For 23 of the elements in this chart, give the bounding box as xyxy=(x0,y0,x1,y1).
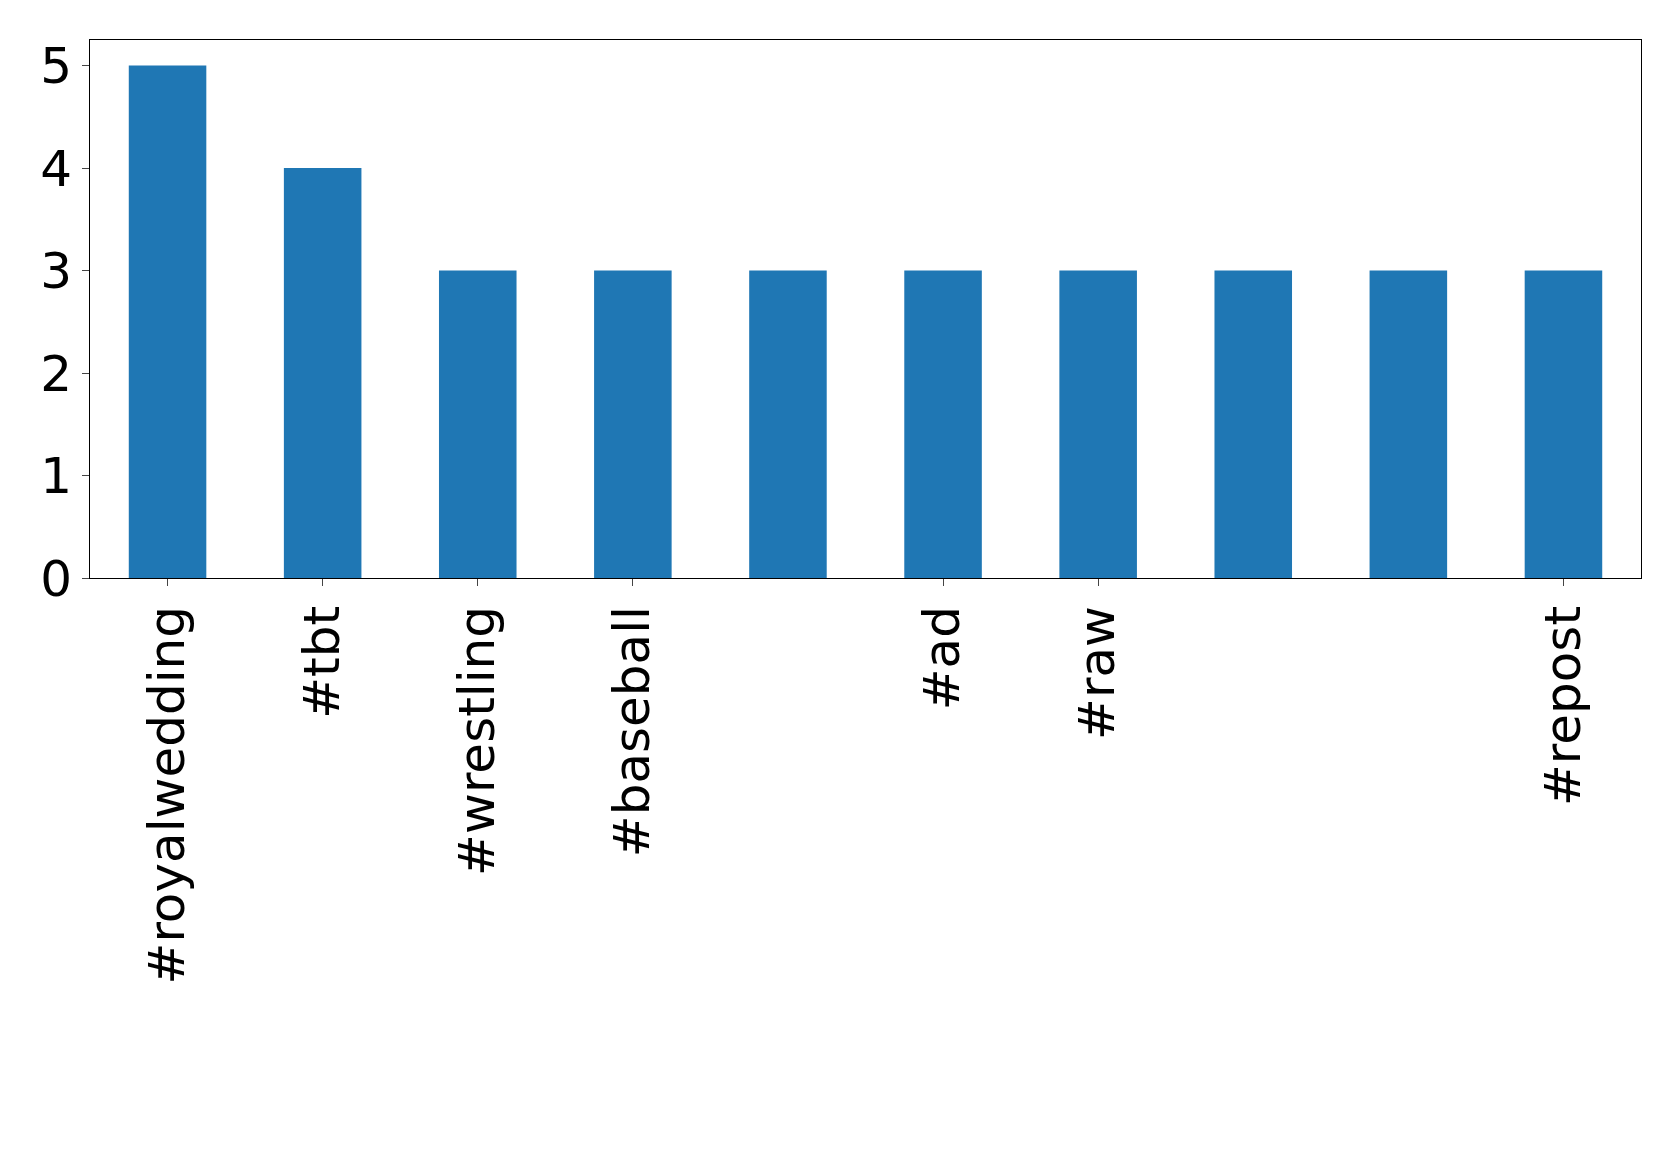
bar xyxy=(1059,270,1137,578)
bar xyxy=(1214,270,1293,578)
y-tick-label: 2 xyxy=(40,344,72,403)
bar xyxy=(594,270,672,578)
x-tick-label: #baseball xyxy=(603,606,662,858)
x-tick-label: #royalwedding xyxy=(137,606,196,985)
x-tick-label: #tbt xyxy=(292,606,351,719)
bar xyxy=(749,270,827,578)
x-tick-label: #raw xyxy=(1068,606,1127,740)
bar xyxy=(438,270,517,578)
bar xyxy=(128,65,207,578)
bar xyxy=(283,168,362,578)
x-tick-label: #repost xyxy=(1533,606,1592,807)
bar xyxy=(1524,270,1603,578)
bar xyxy=(904,270,982,578)
y-tick-label: 1 xyxy=(40,447,72,506)
y-tick-label: 0 xyxy=(40,549,72,608)
y-tick-label: 3 xyxy=(40,242,72,301)
y-tick-label: 5 xyxy=(40,37,72,96)
x-tick-label: #wrestling xyxy=(448,606,506,876)
x-tick-label: #ad xyxy=(913,606,972,711)
bar xyxy=(1369,270,1448,578)
y-tick-label: 4 xyxy=(40,139,72,198)
